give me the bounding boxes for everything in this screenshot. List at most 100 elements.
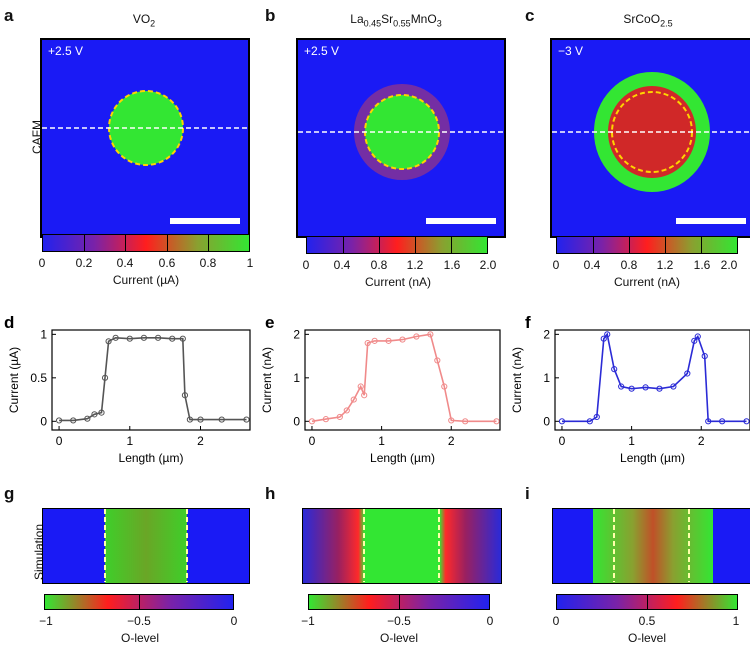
data-point-f-10 [670, 383, 677, 390]
xlabel-e: Length (µm) [370, 451, 435, 465]
data-point-d-8 [126, 335, 133, 342]
scale-bar-c [676, 218, 746, 224]
data-point-f-2 [593, 413, 600, 421]
title-lsmo-p5: 3 [436, 18, 442, 29]
cbar-a-label: Current (µA) [112, 273, 180, 287]
voltage-tag-b: +2.5 V [304, 44, 340, 58]
cbar-a-tick-5: 1 [246, 256, 254, 270]
data-point-e-15 [448, 417, 455, 424]
data-point-e-16 [462, 418, 469, 425]
data-point-d-3 [91, 411, 98, 418]
colorbar-a [42, 234, 250, 252]
panel-letter-i: i [525, 484, 530, 503]
cbar-g-tick-2: 0 [230, 614, 238, 628]
cbar-b-label: Current (nA) [364, 275, 432, 289]
data-point-e-1 [322, 416, 329, 423]
xtick-label-e-2: 2 [448, 434, 455, 448]
sim-map-g [42, 508, 250, 584]
cbar-a-tick-1: 0.2 [75, 256, 93, 270]
data-point-e-6 [361, 392, 368, 399]
cbar-b-tick-5: 2.0 [479, 258, 497, 272]
data-point-e-8 [371, 337, 378, 344]
ytick-label-e-0: 0 [293, 414, 300, 428]
sim-map-h [302, 508, 502, 584]
cbar-h-tick-0: −1 [301, 614, 315, 628]
data-point-d-2 [84, 415, 91, 422]
cbar-a-tick-0: 0 [38, 256, 46, 270]
panel-letter-e: e [265, 313, 274, 332]
xtick-label-d-2: 2 [197, 434, 204, 448]
data-point-f-5 [611, 366, 618, 373]
title-lsmo-p4: MnO [410, 12, 437, 26]
data-point-e-2 [336, 413, 343, 421]
cbar-h-tick-2: 0 [486, 614, 494, 628]
cbar-c-tick-0: 0 [552, 258, 560, 272]
cbar-i-label: O-level [627, 631, 666, 645]
ytick-label-d-0: 0 [40, 414, 47, 428]
title-srcoo-sub: 2.5 [660, 18, 673, 29]
data-point-e-11 [413, 333, 420, 340]
xlabel-f: Length (µm) [620, 451, 685, 465]
ytick-label-e-2: 2 [293, 327, 300, 341]
cafm-map-lsmo-overlay [298, 84, 504, 224]
panel-letter-b: b [265, 6, 276, 25]
cbar-i-tick-1: 0.5 [638, 614, 656, 628]
data-point-f-13 [694, 333, 701, 340]
data-point-f-0 [558, 418, 566, 425]
cbar-c-tick-3: 1.2 [656, 258, 674, 272]
panel-letter-f: f [525, 313, 531, 332]
data-point-f-6 [618, 383, 625, 390]
panel-letter-g: g [4, 484, 15, 503]
data-point-e-5 [357, 383, 364, 390]
data-point-d-9 [140, 334, 148, 341]
sim-map-h-lines [363, 509, 440, 582]
panel-letter-d: d [4, 313, 14, 332]
title-lsmo-p2: Sr [381, 12, 394, 26]
ytick-label-d-2: 1 [40, 327, 47, 341]
cbar-b-tick-0: 0 [302, 258, 310, 272]
cbar-b-tick-1: 0.4 [333, 258, 351, 272]
voltage-tag-a: +2.5 V [48, 44, 84, 58]
xtick-label-d-0: 0 [56, 434, 63, 448]
xtick-label-f-1: 1 [628, 434, 635, 448]
title-vo2-main: VO [132, 12, 151, 26]
data-point-e-14 [441, 383, 448, 390]
data-point-d-5 [101, 374, 109, 381]
ylabel-d: Current (µA) [7, 347, 21, 413]
title-lsmo: La0.45Sr0.55MnO3 [286, 12, 506, 28]
cafm-map-srcoo-overlay [552, 72, 750, 224]
sim-map-i-lines [613, 509, 690, 582]
data-point-d-11 [169, 335, 176, 342]
panel-letter-h: h [265, 484, 276, 503]
data-point-e-17 [493, 418, 500, 425]
cafm-map-vo2: +2.5 V [40, 38, 250, 238]
xtick-label-e-0: 0 [309, 434, 316, 448]
ytick-label-e-1: 1 [293, 371, 300, 385]
scale-bar-a [170, 218, 240, 224]
data-point-d-7 [112, 334, 119, 341]
data-point-f-8 [642, 384, 649, 391]
data-point-d-14 [186, 416, 193, 423]
cbar-i-tick-2: 1 [732, 614, 740, 628]
data-point-e-9 [385, 337, 392, 344]
scale-bar-b [426, 218, 496, 224]
title-srcoo: SrCoO2.5 [538, 12, 750, 28]
data-point-f-12 [691, 337, 698, 344]
data-point-f-15 [705, 418, 712, 425]
data-point-f-7 [628, 385, 635, 392]
ytick-label-d-1: 0.5 [30, 371, 47, 385]
xlabel-d: Length (µm) [119, 451, 184, 465]
cbar-c-tick-1: 0.4 [583, 258, 601, 272]
data-point-f-11 [684, 370, 691, 377]
title-lsmo-p1: 0.45 [363, 18, 382, 29]
data-point-e-0 [308, 418, 316, 425]
cbar-a-tick-4: 0.8 [199, 256, 217, 270]
title-lsmo-p3: 0.55 [393, 18, 411, 29]
title-vo2-sub: 2 [150, 18, 156, 29]
xtick-label-e-1: 1 [378, 434, 385, 448]
cbar-g-label: O-level [120, 631, 159, 645]
title-srcoo-main: SrCoO [623, 12, 661, 26]
ytick-label-f-1: 1 [543, 371, 550, 385]
cbar-b-tick-4: 1.6 [443, 258, 461, 272]
